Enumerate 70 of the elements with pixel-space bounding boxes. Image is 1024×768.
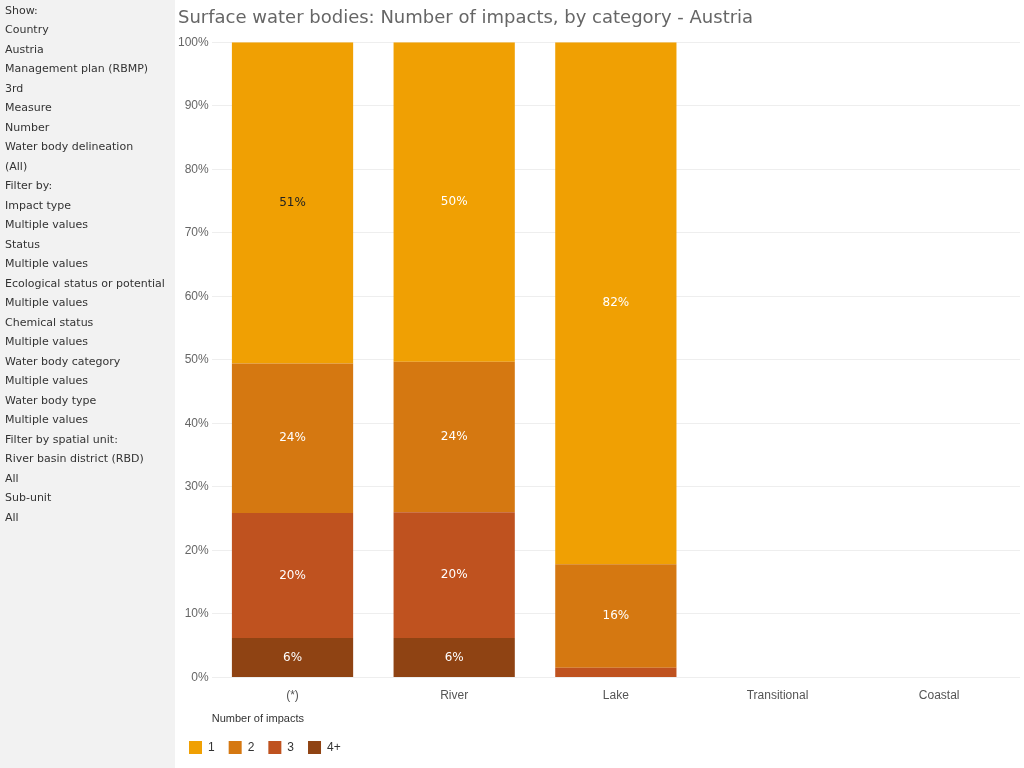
text: Multiple values bbox=[5, 335, 89, 349]
text: Measure bbox=[5, 101, 53, 115]
data-label: 20% bbox=[440, 567, 468, 582]
y-tick-label: 70% bbox=[184, 225, 210, 240]
text: Multiple values bbox=[5, 257, 89, 271]
data-label: 24% bbox=[279, 430, 306, 445]
text: Chemical status bbox=[5, 316, 95, 330]
x-tick-label: River bbox=[440, 687, 469, 702]
text: All bbox=[5, 472, 20, 486]
text: Country bbox=[5, 23, 50, 37]
legend-label: 2 bbox=[247, 739, 255, 754]
x-tick-label: Coastal bbox=[918, 687, 960, 702]
text: Water body delineation bbox=[5, 140, 135, 154]
y-tick-label: 10% bbox=[184, 606, 210, 621]
text: River basin district (RBD) bbox=[5, 452, 145, 466]
y-tick-label: 50% bbox=[184, 352, 210, 367]
data-label: 20% bbox=[279, 567, 306, 582]
legend-label: 1 bbox=[208, 739, 215, 754]
text: Status bbox=[5, 238, 42, 252]
bar bbox=[555, 667, 677, 677]
bar bbox=[231, 512, 354, 639]
bar bbox=[231, 42, 354, 364]
text: Show: bbox=[5, 3, 39, 18]
data-label: 24% bbox=[440, 429, 468, 444]
text: Ecological status or potential bbox=[5, 277, 166, 291]
text: Filter by: bbox=[5, 179, 54, 193]
data-label: 6% bbox=[283, 649, 303, 664]
text: (All) bbox=[5, 160, 29, 174]
bar bbox=[393, 42, 515, 362]
x-tick-label: (*) bbox=[286, 687, 299, 702]
text: 3rd bbox=[5, 82, 25, 96]
y-tick-label: 100% bbox=[177, 34, 210, 49]
data-label: 50% bbox=[440, 194, 468, 209]
text: Multiple values bbox=[5, 296, 89, 310]
legend-label: 4+ bbox=[327, 739, 341, 754]
legend-title: Number of impacts bbox=[211, 712, 305, 725]
data-label: 16% bbox=[602, 608, 630, 623]
y-tick-label: 80% bbox=[184, 161, 210, 176]
y-tick-label: 0% bbox=[191, 669, 210, 684]
bar bbox=[555, 42, 677, 565]
text: Multiple values bbox=[5, 374, 89, 388]
y-tick-label: 20% bbox=[184, 542, 210, 557]
text: Water body type bbox=[5, 394, 98, 408]
text: Water body category bbox=[5, 355, 122, 369]
x-tick-label: Transitional bbox=[746, 687, 809, 702]
bar bbox=[555, 564, 677, 668]
y-tick-label: 30% bbox=[184, 479, 210, 494]
legend-label: 3 bbox=[287, 739, 295, 754]
bar bbox=[393, 512, 515, 639]
text: Sub-unit bbox=[5, 491, 53, 505]
text: Multiple values bbox=[5, 413, 89, 427]
text: Number bbox=[5, 121, 51, 135]
chart-title: Surface water bodies: Number of impacts, by category - Austria bbox=[178, 6, 754, 27]
text: All bbox=[5, 511, 20, 525]
text: Multiple values bbox=[5, 218, 89, 232]
bar bbox=[231, 363, 354, 513]
text: Austria bbox=[5, 43, 45, 57]
data-label: 51% bbox=[279, 195, 306, 210]
y-tick-label: 90% bbox=[184, 98, 210, 113]
data-label: 6% bbox=[444, 649, 464, 664]
bar bbox=[231, 638, 354, 677]
y-tick-label: 60% bbox=[184, 288, 210, 303]
y-tick-label: 40% bbox=[184, 415, 210, 430]
text: Impact type bbox=[5, 199, 73, 213]
data-label: 82% bbox=[602, 295, 630, 310]
x-tick-label: Lake bbox=[602, 687, 630, 702]
bar bbox=[393, 361, 515, 513]
text: Management plan (RBMP) bbox=[5, 62, 150, 76]
bar bbox=[393, 638, 515, 677]
text: Filter by spatial unit: bbox=[5, 433, 119, 447]
